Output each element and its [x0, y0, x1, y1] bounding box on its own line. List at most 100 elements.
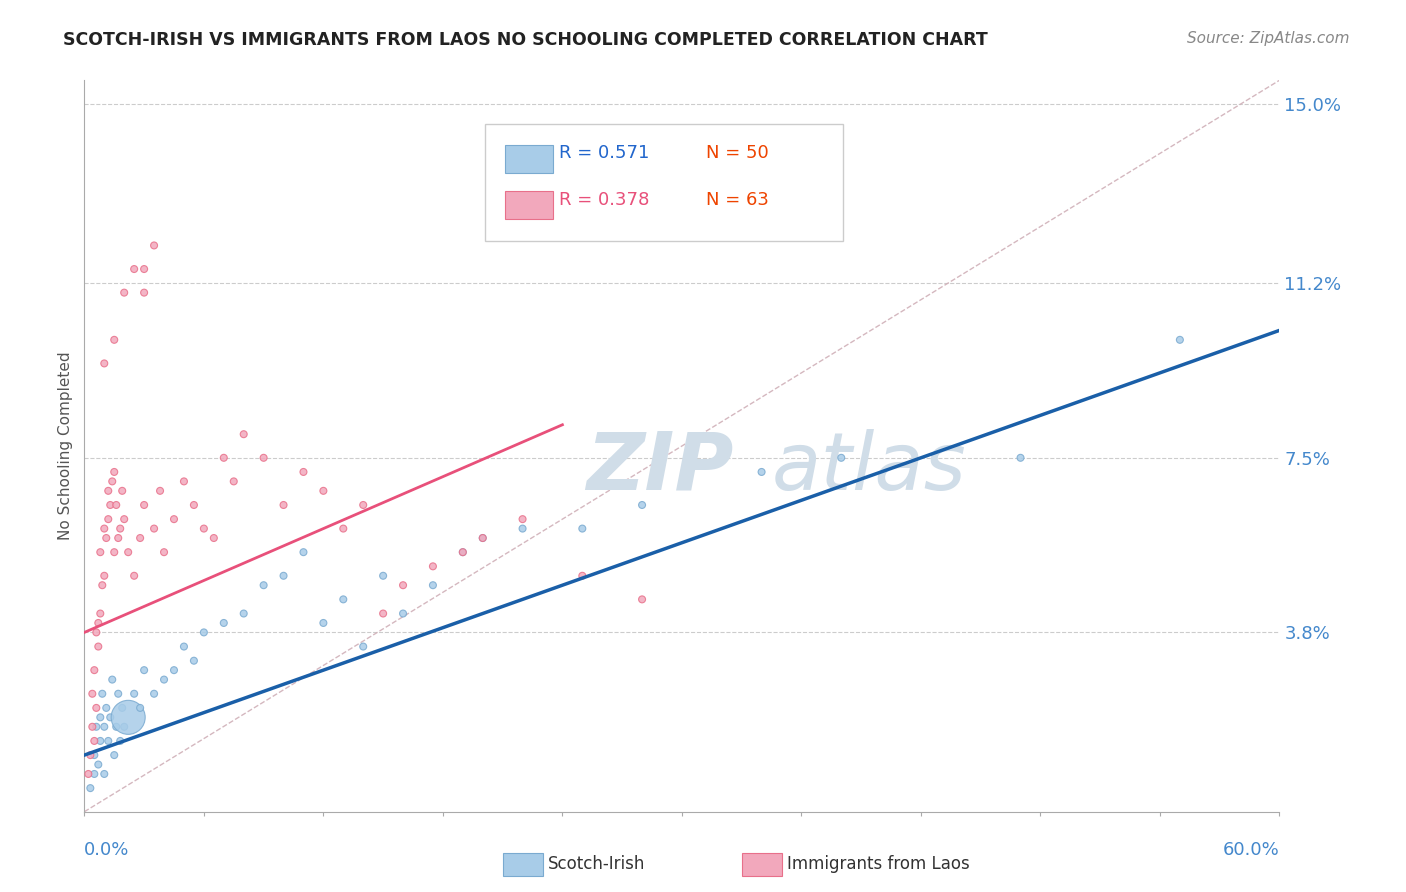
- Point: [103, 748, 125, 763]
- Point: [373, 568, 395, 582]
- Point: [82, 720, 104, 734]
- Point: [143, 687, 166, 701]
- Point: [129, 701, 152, 715]
- Point: [86, 701, 108, 715]
- Point: [77, 767, 100, 781]
- Point: [103, 465, 125, 479]
- Point: [79, 748, 101, 763]
- Point: [97, 483, 120, 498]
- Point: [112, 285, 135, 300]
- Point: [132, 498, 156, 512]
- Point: [392, 578, 415, 592]
- FancyBboxPatch shape: [505, 192, 553, 219]
- Point: [751, 465, 773, 479]
- Point: [422, 578, 444, 592]
- Point: [183, 498, 205, 512]
- Point: [105, 720, 128, 734]
- Point: [373, 607, 395, 621]
- Point: [129, 531, 152, 545]
- Point: [83, 734, 105, 748]
- Point: [830, 450, 852, 465]
- Point: [312, 615, 335, 630]
- Point: [111, 701, 134, 715]
- Point: [273, 498, 295, 512]
- Point: [103, 545, 125, 559]
- Point: [103, 333, 125, 347]
- Text: N = 63: N = 63: [706, 191, 769, 209]
- Text: Source: ZipAtlas.com: Source: ZipAtlas.com: [1187, 31, 1350, 46]
- Point: [193, 625, 215, 640]
- Point: [153, 545, 176, 559]
- Point: [112, 512, 135, 526]
- Point: [352, 498, 374, 512]
- Text: N = 50: N = 50: [706, 145, 769, 162]
- Point: [173, 640, 195, 654]
- Point: [79, 781, 101, 796]
- Point: [332, 592, 354, 607]
- Point: [132, 262, 156, 277]
- FancyBboxPatch shape: [485, 124, 844, 241]
- Point: [212, 615, 235, 630]
- Point: [122, 568, 145, 582]
- Point: [89, 607, 111, 621]
- Point: [153, 673, 176, 687]
- Point: [232, 607, 254, 621]
- Point: [631, 498, 654, 512]
- Point: [512, 522, 534, 536]
- Text: 0.0%: 0.0%: [84, 841, 129, 859]
- Text: atlas: atlas: [772, 429, 966, 507]
- Point: [97, 512, 120, 526]
- Point: [451, 545, 474, 559]
- Point: [571, 522, 593, 536]
- Point: [117, 545, 139, 559]
- Point: [107, 531, 129, 545]
- Point: [422, 559, 444, 574]
- Point: [117, 710, 139, 724]
- Point: [222, 475, 245, 489]
- Point: [91, 578, 114, 592]
- Point: [83, 767, 105, 781]
- Point: [82, 687, 104, 701]
- Point: [193, 522, 215, 536]
- Point: [163, 663, 186, 677]
- Point: [183, 654, 205, 668]
- Point: [91, 687, 114, 701]
- Point: [392, 607, 415, 621]
- Point: [352, 640, 374, 654]
- Point: [149, 483, 172, 498]
- Point: [1168, 333, 1191, 347]
- Point: [471, 531, 494, 545]
- Point: [86, 720, 108, 734]
- Text: 60.0%: 60.0%: [1223, 841, 1279, 859]
- Text: R = 0.571: R = 0.571: [558, 145, 650, 162]
- Point: [89, 545, 111, 559]
- Point: [105, 498, 128, 512]
- Point: [571, 568, 593, 582]
- Point: [312, 483, 335, 498]
- Point: [132, 285, 156, 300]
- Point: [110, 522, 132, 536]
- Point: [96, 701, 118, 715]
- Point: [89, 710, 111, 724]
- Point: [122, 687, 145, 701]
- Point: [631, 592, 654, 607]
- Point: [273, 568, 295, 582]
- Point: [98, 710, 121, 724]
- Text: R = 0.378: R = 0.378: [558, 191, 650, 209]
- Point: [471, 531, 494, 545]
- Point: [143, 522, 166, 536]
- Point: [107, 687, 129, 701]
- Point: [332, 522, 354, 536]
- Point: [93, 767, 115, 781]
- Point: [451, 545, 474, 559]
- Point: [89, 734, 111, 748]
- Point: [93, 356, 115, 370]
- Point: [173, 475, 195, 489]
- Point: [292, 465, 315, 479]
- Point: [98, 498, 121, 512]
- Point: [202, 531, 225, 545]
- Point: [93, 568, 115, 582]
- Point: [163, 512, 186, 526]
- Point: [292, 545, 315, 559]
- Point: [122, 262, 145, 277]
